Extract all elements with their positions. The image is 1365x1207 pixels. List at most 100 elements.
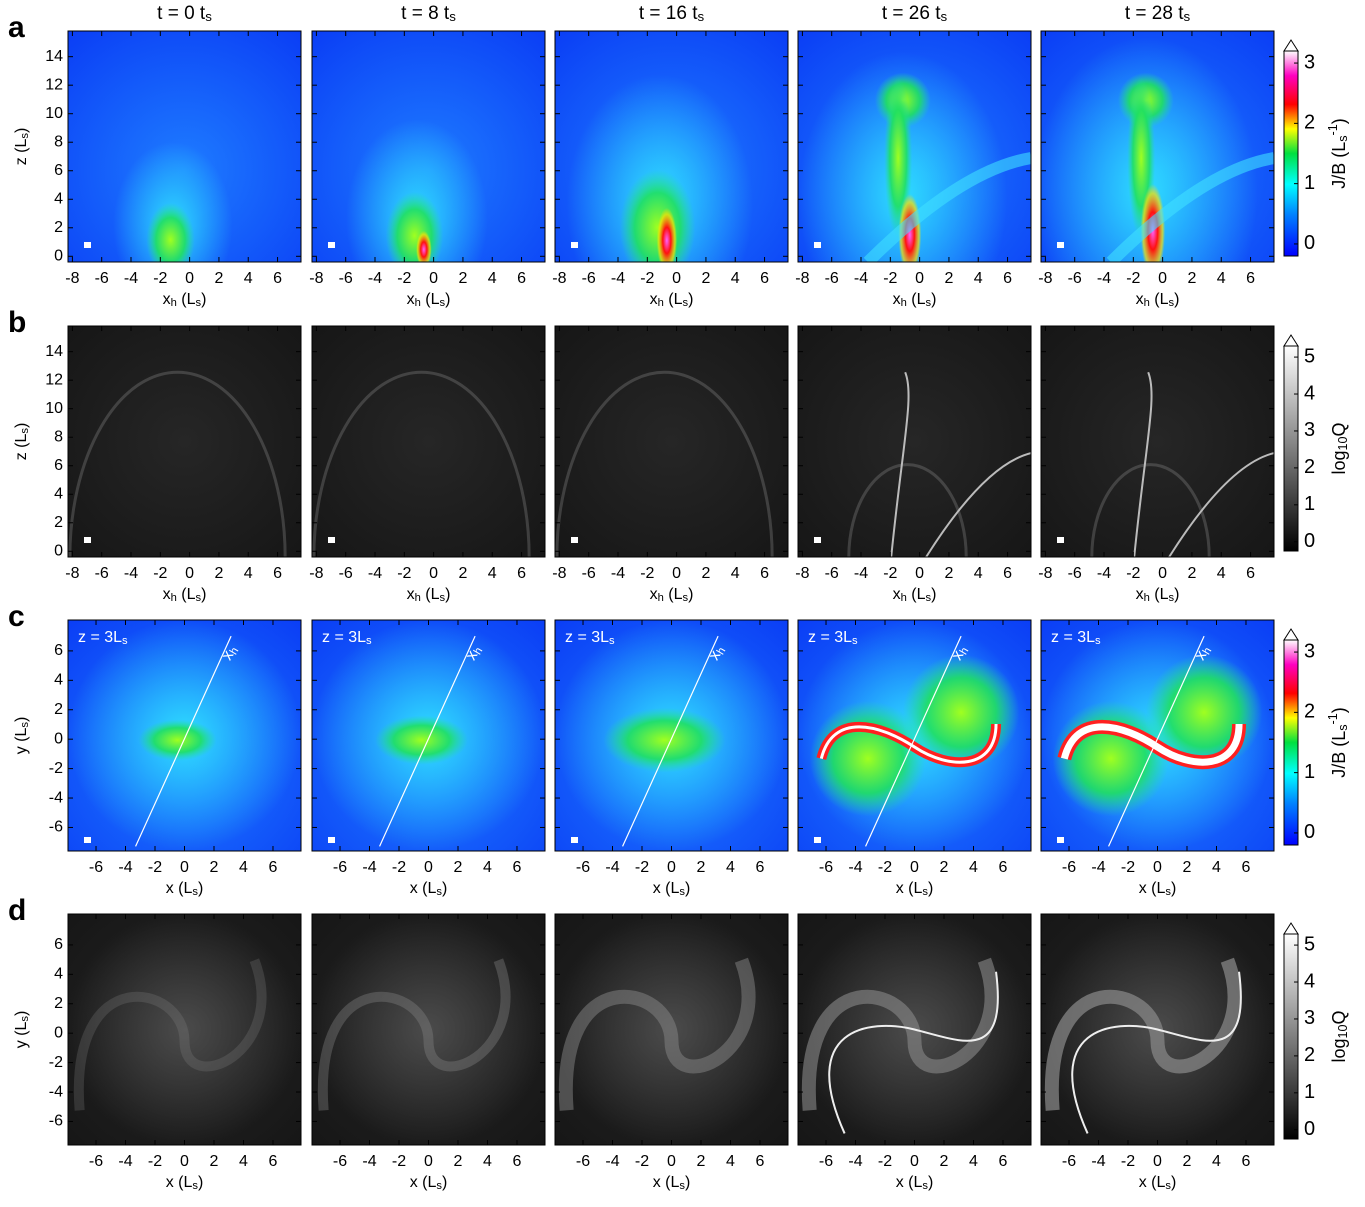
text-segment: ) <box>1174 291 1179 308</box>
axes-icon <box>814 537 821 543</box>
x-tick-label: -6 <box>1062 859 1076 876</box>
text-segment: x (L <box>410 1174 437 1191</box>
heatmap <box>798 31 1031 262</box>
panel-frame <box>797 30 1032 263</box>
cut-line <box>865 635 962 847</box>
text-segment: s <box>1336 724 1350 730</box>
heatmap-feature <box>375 715 468 765</box>
x-tick-label: -4 <box>362 859 376 876</box>
x-tick-label: 4 <box>239 859 248 876</box>
text-segment: x (L <box>166 1174 193 1191</box>
column-title: t = 28 ts <box>1125 3 1191 24</box>
x-tick-label: 2 <box>210 1153 219 1170</box>
text-segment: t = 0 t <box>157 3 206 24</box>
text-segment: (L <box>1150 586 1169 603</box>
text-segment: ) <box>198 1174 203 1191</box>
text-segment: h <box>1144 592 1150 604</box>
text-segment: z (L <box>13 139 30 166</box>
x-tick-label: 4 <box>1212 1153 1221 1170</box>
x-tick-label: 0 <box>185 270 194 287</box>
y-tick-label: -4 <box>49 789 63 806</box>
text-segment: x (L <box>166 880 193 897</box>
x-tick-label: -6 <box>582 565 596 582</box>
x-axis-label: x (Ls) <box>166 880 204 898</box>
x-tick-label: 0 <box>667 1153 676 1170</box>
text-segment: s <box>449 9 456 24</box>
axes-icon <box>814 837 821 843</box>
y-tick-label: 0 <box>54 730 63 747</box>
x-tick-label: -8 <box>309 270 323 287</box>
colorbar-tick-label: 4 <box>1304 382 1315 404</box>
x-tick-label: -4 <box>1097 565 1111 582</box>
heatmap <box>68 31 301 262</box>
y-tick-label: 8 <box>54 428 63 445</box>
panel-frame <box>311 325 546 558</box>
x-tick-label: -4 <box>848 1153 862 1170</box>
x-tick-label: -4 <box>124 565 138 582</box>
heatmap-feature <box>566 74 754 262</box>
heatmap <box>312 620 545 851</box>
heatmap-feature <box>68 370 287 557</box>
y-tick-label: 12 <box>45 371 63 388</box>
x-tick-label: -6 <box>576 859 590 876</box>
x-tick-label: -4 <box>611 565 625 582</box>
text-segment: h <box>658 297 664 309</box>
heatmap-feature <box>656 207 678 262</box>
heatmap-feature <box>603 707 726 773</box>
text-segment: 10 <box>1336 1024 1350 1038</box>
column-title: t = 26 ts <box>882 3 948 24</box>
heatmap-feature <box>1090 463 1211 557</box>
text-segment: Q <box>1329 1010 1349 1024</box>
heatmap-feature <box>416 230 432 262</box>
x-tick-label: 6 <box>1242 1153 1251 1170</box>
x-axis-label: xh (Ls) <box>163 291 207 309</box>
text-segment: t = 16 t <box>639 3 698 24</box>
y-axis-label: y (Ls) <box>13 1011 31 1049</box>
x-tick-label: 4 <box>731 565 740 582</box>
colorbar-tick-label: 4 <box>1304 970 1315 992</box>
colorbar-extension <box>1283 39 1299 52</box>
text-segment: x <box>163 586 171 603</box>
x-tick-label: -8 <box>309 565 323 582</box>
x-tick-label: -6 <box>1068 565 1082 582</box>
x-tick-label: 4 <box>488 565 497 582</box>
y-tick-label: 4 <box>54 966 63 983</box>
heatmap-feature <box>1071 971 1242 1134</box>
text-segment: h <box>415 297 421 309</box>
x-tick-label: -2 <box>878 859 892 876</box>
text-segment: (L <box>177 291 196 308</box>
x-tick-label: -6 <box>333 1153 347 1170</box>
text-segment: z = 3L <box>322 629 366 646</box>
text-segment: log <box>1329 451 1349 475</box>
text-segment: z (L <box>13 434 30 461</box>
x-tick-label: 4 <box>731 270 740 287</box>
text-segment: Q <box>1329 422 1349 436</box>
x-tick-label: 4 <box>488 270 497 287</box>
y-axis-label: y (Ls) <box>13 717 31 755</box>
text-segment: s <box>1095 635 1101 647</box>
column-title: t = 0 ts <box>157 3 212 24</box>
x-tick-label: 2 <box>214 270 223 287</box>
heatmap <box>1041 620 1274 851</box>
x-tick-label: 0 <box>1153 1153 1162 1170</box>
x-tick-label: -2 <box>883 565 897 582</box>
x-tick-label: 4 <box>239 1153 248 1170</box>
x-tick-label: -6 <box>333 859 347 876</box>
text-segment: ) <box>13 717 30 722</box>
heatmap <box>312 914 545 1145</box>
colorbar-extension <box>1283 628 1299 641</box>
x-tick-label: 6 <box>1246 565 1255 582</box>
y-tick-label: -2 <box>49 1054 63 1071</box>
x-axis-label: x (Ls) <box>653 880 691 898</box>
colorbar-extension <box>1283 922 1299 935</box>
x-tick-label: -2 <box>883 270 897 287</box>
heatmap-feature <box>555 370 774 557</box>
axes-icon <box>328 537 335 543</box>
y-axis-label: z (Ls) <box>13 423 31 461</box>
text-segment: x (L <box>896 1174 923 1191</box>
text-segment: ) <box>201 586 206 603</box>
text-segment: ) <box>931 586 936 603</box>
column-title: t = 16 ts <box>639 3 705 24</box>
panel-frame <box>554 30 789 263</box>
x-tick-label: 2 <box>944 565 953 582</box>
